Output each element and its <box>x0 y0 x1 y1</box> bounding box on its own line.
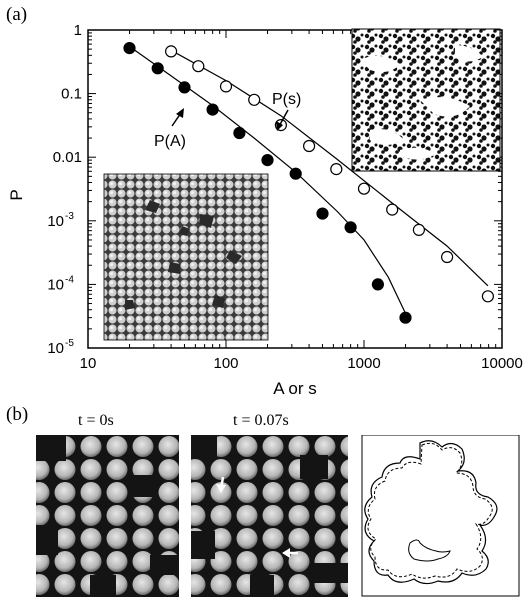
marker-ps <box>303 139 316 153</box>
marker-ps <box>248 93 261 106</box>
marker-ps <box>481 290 494 303</box>
marker-ps <box>330 163 343 176</box>
marker-ps <box>219 80 233 93</box>
y-tick-label: 10 <box>47 340 64 357</box>
y-tick-label: 10 <box>47 213 64 230</box>
panel-a-label: (a) <box>6 4 28 25</box>
contour-inner-loop <box>408 539 451 562</box>
marker-pa <box>371 278 384 291</box>
y-axis-label: P <box>7 189 26 200</box>
y-tick-exponent: -5 <box>65 338 74 349</box>
x-tick-label: 100 <box>213 355 238 372</box>
motion-arrow-right <box>282 548 298 558</box>
marker-pa <box>344 221 357 234</box>
marker-pa <box>151 62 164 75</box>
y-tick-label: 0.01 <box>53 149 82 166</box>
marker-pa <box>316 207 329 220</box>
marker-ps <box>357 182 371 195</box>
frame-t007-voids <box>191 435 348 597</box>
inset-micrograph <box>103 173 269 341</box>
data-markers <box>123 41 494 324</box>
frame-t0-voids <box>36 435 179 597</box>
annotation-ps: P(s) <box>272 91 301 108</box>
marker-pa <box>123 41 136 55</box>
contour-frame <box>361 435 520 597</box>
arrowhead-ps <box>276 121 283 131</box>
marker-ps <box>192 60 205 73</box>
marker-ps <box>386 203 399 216</box>
x-tick-label: 10000 <box>481 355 523 372</box>
plot-frame <box>87 29 503 349</box>
y-tick-label: 1 <box>74 22 82 39</box>
marker-pa <box>206 103 219 116</box>
marker-pa <box>233 126 246 140</box>
frame1-time-label: t = 0s <box>78 412 114 429</box>
arrowhead-pa <box>176 108 184 118</box>
contour-solid <box>364 440 498 585</box>
panel-b-label: (b) <box>6 404 29 425</box>
marker-ps <box>412 223 425 236</box>
marker-pa <box>399 311 412 324</box>
x-tick-labels: 10 100 1000 10000 <box>80 355 523 372</box>
y-tick-label: 10 <box>47 276 64 293</box>
y-tick-exponent: -3 <box>65 211 74 222</box>
marker-pa <box>178 81 191 94</box>
x-axis-label: A or s <box>273 379 316 398</box>
inset-clusters-gaps <box>360 45 483 160</box>
x-tick-label: 1000 <box>347 355 380 372</box>
panel-b-images <box>36 435 520 597</box>
motion-arrow-top <box>216 476 226 493</box>
marker-pa <box>261 154 274 167</box>
y-tick-label: 0.1 <box>61 86 82 103</box>
y-tick-exponent: -4 <box>65 274 74 285</box>
marker-pa <box>289 167 302 180</box>
contour-dashed <box>367 442 493 579</box>
marker-ps <box>441 250 454 264</box>
marker-ps <box>165 45 178 58</box>
frame2-time-label: t = 0.07s <box>233 412 289 429</box>
x-tick-label: 10 <box>80 355 97 372</box>
annotation-pa: P(A) <box>154 133 186 150</box>
